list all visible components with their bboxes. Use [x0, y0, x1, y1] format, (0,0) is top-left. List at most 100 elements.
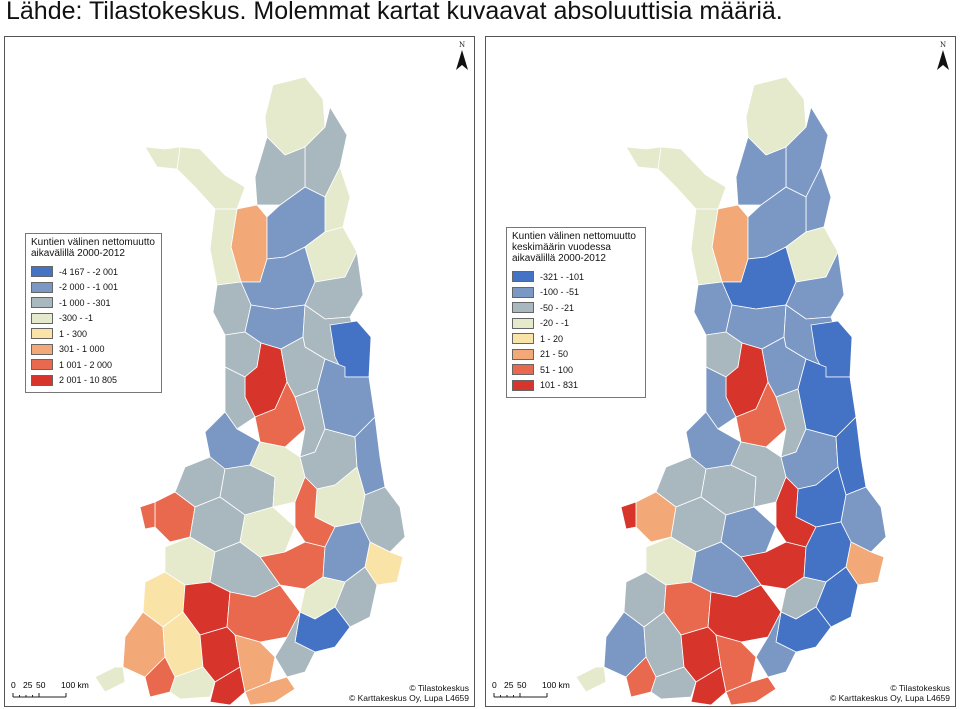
legend-class: 101 - 831	[512, 378, 640, 394]
municipality-region	[176, 146, 246, 210]
legend-swatch	[512, 379, 534, 391]
municipality-region	[755, 611, 797, 678]
legend-swatch	[31, 359, 53, 371]
legend-class: 1 - 300	[31, 326, 156, 342]
legend-label: -4 167 - -2 001	[59, 266, 119, 277]
legend-label: -20 - -1	[540, 318, 570, 329]
legend-class: -20 - -1	[512, 316, 640, 332]
map-panel-total-net-migration: N Kuntien välinen nettomuutto aikavälill…	[4, 36, 475, 707]
municipality-region	[620, 501, 637, 530]
scale-tick-label: 50	[36, 680, 46, 690]
legend-swatch	[512, 348, 534, 360]
north-arrow: N	[935, 41, 951, 73]
legend-swatch	[31, 266, 53, 278]
legend-class: -2 000 - -1 001	[31, 280, 156, 296]
legend-title: Kuntien välinen nettomuutto keskimäärin …	[512, 231, 640, 264]
legend-class: 1 001 - 2 000	[31, 357, 156, 373]
map-credits: © Tilastokeskus © Karttakeskus Oy, Lupa …	[830, 683, 950, 703]
legend-class: 2 001 - 10 805	[31, 373, 156, 389]
scale-bar-ticks	[493, 693, 548, 698]
legend-class: 301 - 1 000	[31, 342, 156, 358]
legend-swatch	[31, 312, 53, 324]
scale-tick-label: 25	[23, 680, 33, 690]
legend-label: 1 - 300	[59, 328, 88, 339]
municipality-region	[274, 611, 316, 678]
municipality-region	[725, 676, 777, 706]
legend-swatch	[512, 271, 534, 283]
legend-swatch	[512, 364, 534, 376]
legend-swatch	[31, 297, 53, 309]
scale-tick-label: 0	[492, 680, 497, 690]
legend-title-line: Kuntien välinen nettomuutto	[31, 237, 155, 248]
legend-classes: -321 - -101 -100 - -51 -50 - -21 -20 - -1 1 …	[512, 269, 640, 393]
credit-line: © Tilastokeskus	[890, 683, 950, 693]
legend-class: -100 - -51	[512, 285, 640, 301]
scale-tick-label: 100 km	[542, 680, 570, 690]
municipality-region	[254, 136, 306, 206]
legend-swatch	[31, 374, 53, 386]
legend-label: -50 - -21	[540, 302, 575, 313]
municipality-region	[169, 666, 216, 700]
municipality-region	[139, 501, 156, 530]
legend-swatch	[512, 302, 534, 314]
municipality-region	[209, 666, 246, 706]
municipality-region	[244, 676, 296, 706]
map-panel-annual-net-migration: N Kuntien välinen nettomuutto keskimääri…	[485, 36, 956, 707]
legend-swatch	[31, 328, 53, 340]
legend-class: 1 - 20	[512, 331, 640, 347]
legend-title: Kuntien välinen nettomuutto aikavälillä …	[31, 237, 156, 259]
finland-choropleth-map	[575, 76, 887, 706]
municipality-region	[575, 666, 607, 693]
municipality-region	[650, 666, 697, 700]
legend-label: -2 000 - -1 001	[59, 282, 119, 293]
legend-label: 21 - 50	[540, 349, 569, 360]
legend-class: -321 - -101	[512, 269, 640, 285]
scale-tick-label: 50	[517, 680, 527, 690]
scale-bar: 0 25 50 100 km	[486, 680, 596, 702]
legend-title-line: keskimäärin vuodessa	[512, 242, 611, 253]
municipality-regions	[575, 76, 887, 706]
legend-label: 1 - 20	[540, 333, 564, 344]
legend-class: -300 - -1	[31, 311, 156, 327]
map-legend: Kuntien välinen nettomuutto keskimäärin …	[506, 227, 646, 398]
legend-label: 301 - 1 000	[59, 344, 105, 355]
legend-classes: -4 167 - -2 001 -2 000 - -1 001 -1 000 - -…	[31, 264, 156, 388]
scale-bar-ticks	[12, 693, 67, 698]
legend-label: 51 - 100	[540, 364, 574, 375]
map-legend: Kuntien välinen nettomuutto aikavälillä …	[25, 233, 162, 393]
municipality-region	[735, 136, 787, 206]
legend-label: -100 - -51	[540, 287, 580, 298]
legend-label: 101 - 831	[540, 380, 579, 391]
page-caption: Lähde: Tilastokeskus. Molemmat kartat ku…	[6, 0, 783, 25]
legend-label: 2 001 - 10 805	[59, 375, 118, 386]
municipality-region	[94, 666, 126, 693]
legend-label: -1 000 - -301	[59, 297, 111, 308]
north-arrow-icon	[456, 50, 468, 70]
scale-tick-label: 25	[504, 680, 514, 690]
legend-title-line: Kuntien välinen nettomuutto	[512, 231, 636, 242]
legend-class: 51 - 100	[512, 362, 640, 378]
legend-label: -321 - -101	[540, 271, 585, 282]
scale-bar: 0 25 50 100 km	[5, 680, 115, 702]
municipality-region	[144, 146, 181, 170]
legend-swatch	[31, 343, 53, 355]
legend-title-line: aikavälillä 2000-2012	[512, 253, 606, 264]
credit-line: © Tilastokeskus	[409, 683, 469, 693]
legend-label: -300 - -1	[59, 313, 94, 324]
municipality-regions	[94, 76, 406, 706]
legend-label: 1 001 - 2 000	[59, 359, 113, 370]
map-credits: © Tilastokeskus © Karttakeskus Oy, Lupa …	[349, 683, 469, 703]
legend-class: -1 000 - -301	[31, 295, 156, 311]
legend-class: -50 - -21	[512, 300, 640, 316]
north-label: N	[458, 41, 466, 49]
legend-swatch	[512, 286, 534, 298]
north-arrow-icon	[937, 50, 949, 70]
legend-title-line: aikavälillä 2000-2012	[31, 248, 125, 259]
legend-swatch	[31, 281, 53, 293]
finland-choropleth-map	[94, 76, 406, 706]
scale-tick-label: 100 km	[61, 680, 89, 690]
legend-class: -4 167 - -2 001	[31, 264, 156, 280]
municipality-region	[657, 146, 727, 210]
scale-tick-label: 0	[11, 680, 16, 690]
north-label: N	[939, 41, 947, 49]
